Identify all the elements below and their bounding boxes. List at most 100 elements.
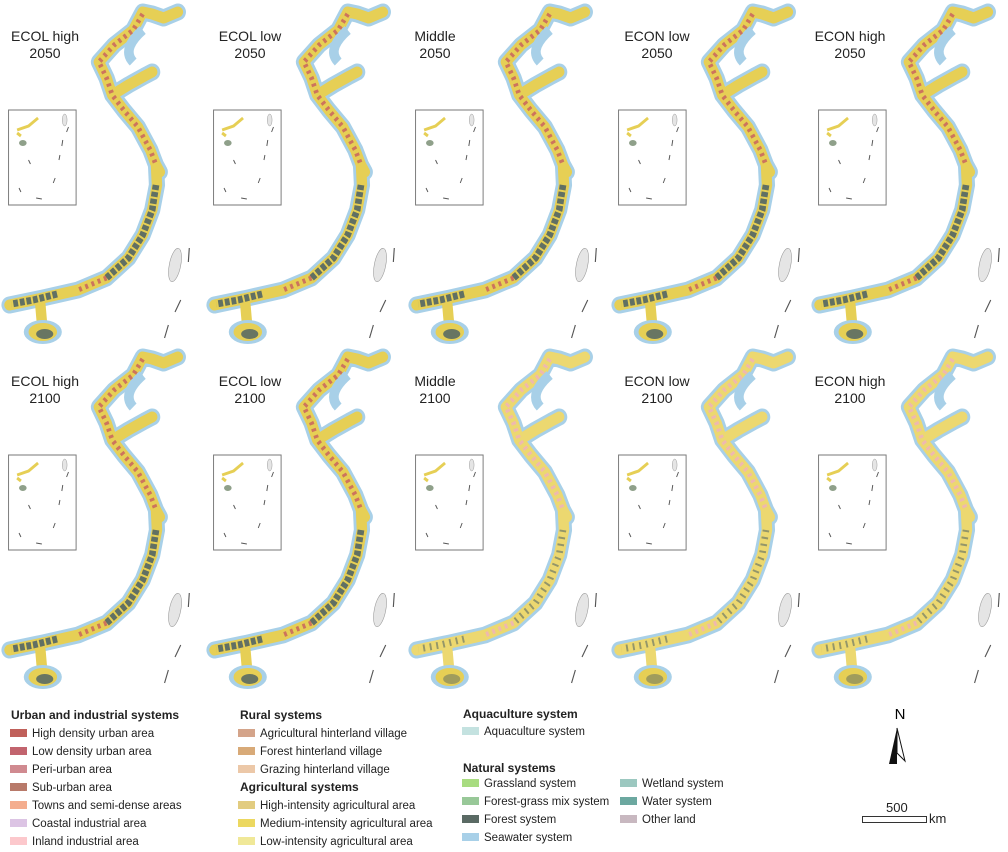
boundary-line [571, 247, 597, 339]
inset-hainan [829, 140, 837, 146]
bohai-sea [934, 371, 956, 411]
urban-area [887, 357, 969, 638]
bohai-sea [531, 26, 553, 66]
agricultural-land [209, 351, 389, 673]
scenario-label: ECOL high [11, 28, 79, 44]
legend-label: Agricultural hinterland village [260, 728, 408, 740]
legend-item: Low density urban area [10, 744, 230, 760]
inset-hainan [426, 140, 434, 146]
inset-taiwan [267, 113, 273, 127]
inset-hainan [629, 140, 637, 146]
legend-swatch [10, 836, 27, 845]
legend-item: Peri-urban area [10, 762, 230, 778]
coastal-map [206, 3, 395, 344]
legend-item: Low-intensity agricultural area [238, 834, 458, 850]
boundary-line [369, 247, 395, 339]
year-label: 2100 [641, 390, 673, 406]
hainan-forest [241, 329, 259, 339]
coastal-map [408, 3, 597, 344]
year-label: 2100 [29, 390, 61, 406]
inset-coast [826, 116, 849, 138]
agricultural-land [209, 6, 389, 328]
taiwan-island [373, 593, 387, 627]
map-panel: ECOL low 2050 [205, 0, 400, 345]
inset-taiwan [672, 113, 678, 127]
coastal-map [408, 348, 597, 689]
coastal-map [1, 3, 190, 344]
scenario-label: ECON low [624, 373, 690, 389]
taiwan-island [575, 248, 589, 282]
legend-item: Water system [620, 794, 840, 810]
legend-item: Agricultural hinterland village [238, 726, 458, 742]
forest-area [10, 184, 160, 308]
inset-hainan [19, 485, 27, 491]
legend-swatch [238, 764, 255, 773]
legend-label: Forest system [484, 814, 557, 826]
urban-area [77, 12, 159, 293]
legend-item: Other land [620, 812, 840, 828]
inset-coast [221, 461, 244, 483]
boundary-line [974, 247, 1000, 339]
coastal-map [811, 348, 1000, 689]
inset-coast [626, 461, 649, 483]
forest-area [417, 529, 567, 653]
map-panel: ECON low 2050 [610, 0, 805, 345]
bohai-sea [934, 26, 956, 66]
scenario-label: ECON high [814, 28, 886, 44]
legend-swatch [10, 818, 27, 827]
urban-area [687, 12, 769, 293]
legend-item: Forest system [462, 812, 682, 828]
forest-area [10, 529, 160, 653]
legend-swatch [238, 818, 255, 827]
scenario-label: ECOL high [11, 373, 79, 389]
inset-taiwan [469, 113, 475, 127]
legend-swatch [620, 778, 637, 787]
legend-item: Sub-urban area [10, 780, 230, 796]
inset-hainan [829, 485, 837, 491]
taiwan-island [978, 593, 992, 627]
legend-label: Wetland system [642, 778, 724, 790]
hainan-forest [36, 674, 54, 684]
legend-heading: Rural systems [240, 708, 323, 722]
legend-swatch [238, 836, 255, 845]
inset-taiwan [672, 458, 678, 472]
legend-label: Low-intensity agricultural area [260, 836, 413, 848]
legend-item: Coastal industrial area [10, 816, 230, 832]
inset-hainan [224, 485, 232, 491]
boundary-line [164, 247, 190, 339]
agricultural-land [614, 351, 794, 673]
panel-title: ECON low 2100 [612, 373, 702, 407]
legend-label: Seawater system [484, 832, 573, 844]
scenario-label: ECOL low [218, 28, 282, 44]
agricultural-land [814, 351, 994, 673]
legend-label: Towns and semi-dense areas [32, 800, 182, 812]
inset-taiwan [62, 113, 68, 127]
legend-label: Forest hinterland village [260, 746, 383, 758]
legend-swatch [462, 726, 479, 735]
agricultural-land [411, 6, 591, 328]
legend-heading: Aquaculture system [463, 707, 578, 721]
boundary-line [774, 247, 800, 339]
hainan-forest [846, 674, 864, 684]
legend-item: Grassland system [462, 776, 682, 792]
inset-boundary [425, 126, 476, 200]
bohai-sea [124, 26, 146, 66]
forest-area [820, 184, 970, 308]
legend-swatch [10, 746, 27, 755]
legend-swatch [10, 728, 27, 737]
scenario-label: ECON low [624, 28, 690, 44]
legend-swatch [620, 796, 637, 805]
inset-boundary [425, 471, 476, 545]
legend-swatch [462, 814, 479, 823]
inset-taiwan [872, 113, 878, 127]
forest-area [215, 184, 365, 308]
inset-taiwan [62, 458, 68, 472]
coastal-map [811, 3, 1000, 344]
inset-coast [16, 116, 39, 138]
legend-label: Medium-intensity agricultural area [260, 818, 433, 830]
inset-boundary [18, 471, 69, 545]
legend-label: Coastal industrial area [32, 818, 147, 830]
panel-title: ECON high 2050 [805, 28, 895, 62]
legend-label: High-intensity agricultural area [260, 800, 416, 812]
north-label: N [895, 706, 906, 723]
